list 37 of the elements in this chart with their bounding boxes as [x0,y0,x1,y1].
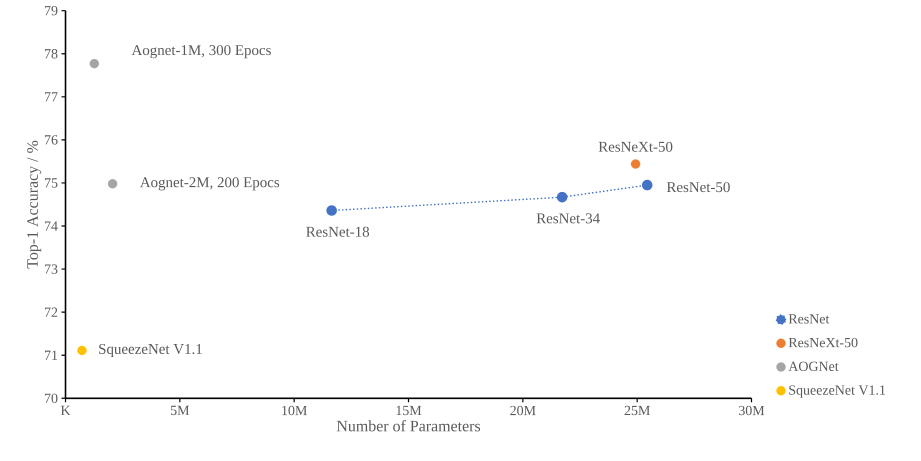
x-tick-label: 5M [170,406,190,416]
y-tick-label: 72 [44,308,58,317]
annotation: ResNet-50 [666,182,730,192]
point [90,58,100,68]
x-tick-label: 15M [396,406,422,416]
point [630,159,640,169]
annotation: Aognet-1M, 300 Epocs [132,45,271,58]
y-tick-label: 78 [44,49,58,58]
x-tick-label: 25M [624,406,650,416]
y-tick-label: 74 [44,221,58,231]
y-tick-label: 79 [44,6,58,16]
point [108,179,118,189]
annotation: SqueezeNet V1.1 [99,344,202,358]
x-tick-label: K [60,406,70,415]
y-tick-label: 70 [44,394,58,403]
point [642,180,653,190]
y-tick-label: 75 [44,178,58,188]
y-tick-label: 73 [44,264,58,274]
x-tick-label: 30M [739,406,764,416]
x-tick-label: 20M [510,406,536,416]
y-tick-label: 77 [44,92,58,102]
x-axis-title: Number of Parameters [336,420,480,432]
annotation: ResNeXt-50 [598,142,672,152]
legend-label: SqueezeNet V1.1 [789,385,886,398]
legend-label: AOGNet [788,362,839,372]
y-axis-title: Top-1 Accuracy / % [27,140,42,268]
point [556,192,568,202]
y-tick-label: 71 [44,350,58,360]
annotation: ResNet-18 [306,226,370,237]
annotation: ResNet-34 [536,213,600,224]
y-tick-label: 76 [44,135,58,145]
legend-label: ResNeXt-50 [788,338,858,348]
annotation: Aognet-2M, 200 Epocs [140,177,280,190]
x-tick-label: 10M [282,406,307,416]
legend-label: ResNet [788,314,830,324]
point [326,205,337,216]
point [77,346,87,356]
